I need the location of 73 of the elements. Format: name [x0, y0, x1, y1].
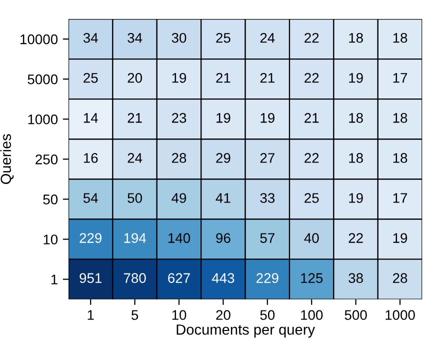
data-label: 21: [128, 113, 142, 123]
data-label: 25: [216, 32, 230, 43]
data-label: 23: [172, 113, 186, 123]
data-label: 18: [393, 113, 408, 123]
data-label: 21: [216, 72, 230, 83]
data-label: 18: [393, 32, 408, 43]
data-label: 38: [348, 273, 363, 283]
data-label: 34: [128, 32, 142, 43]
y-tick-label: 50: [43, 194, 58, 204]
data-label: 21: [304, 113, 319, 123]
data-label: 18: [349, 153, 363, 163]
data-label: 34: [83, 32, 98, 43]
y-tick-label: 250: [36, 154, 58, 164]
data-label: 24: [260, 32, 275, 43]
data-label: 18: [349, 32, 363, 43]
data-label: 125: [301, 273, 323, 283]
data-label: 25: [84, 72, 98, 83]
data-label: 19: [393, 233, 408, 243]
data-label: 18: [349, 113, 363, 123]
data-label: 22: [304, 153, 319, 163]
data-label: 17: [393, 73, 408, 83]
data-label: 19: [216, 113, 230, 123]
data-label: 22: [348, 233, 363, 243]
data-label: 20: [128, 72, 142, 83]
x-tick-label: 1000: [386, 310, 415, 320]
data-label: 17: [393, 193, 408, 203]
data-label: 443: [212, 273, 234, 283]
data-label: 951: [80, 273, 102, 283]
data-label: 229: [256, 273, 278, 283]
data-label: 28: [172, 153, 186, 163]
x-axis-title: Documents per query: [176, 324, 315, 338]
data-label: 54: [83, 193, 98, 203]
data-label: 14: [84, 113, 98, 123]
x-tick-label: 100: [301, 310, 323, 320]
data-label: 627: [168, 273, 190, 283]
data-label: 18: [393, 153, 408, 163]
y-tick-label: 10: [44, 234, 58, 244]
data-label: 21: [260, 72, 274, 83]
y-tick-label: 1000: [28, 114, 58, 124]
x-tick-label: 5: [132, 310, 138, 320]
data-label: 22: [304, 32, 319, 43]
x-tick-label: 500: [344, 310, 367, 320]
y-tick-label: 10000: [20, 34, 58, 44]
data-label: 19: [260, 113, 274, 123]
x-tick-label: 20: [216, 310, 230, 320]
x-tick-label: 50: [260, 310, 275, 320]
data-label: 28: [392, 273, 408, 283]
data-label: 19: [349, 72, 363, 83]
data-label: 780: [124, 273, 146, 283]
data-label: 50: [128, 193, 142, 203]
data-label: 96: [216, 233, 230, 243]
y-tick-label: 1: [51, 274, 58, 284]
y-tick-label: 5000: [28, 74, 58, 84]
data-label: 40: [304, 233, 319, 243]
data-label: 57: [260, 233, 274, 243]
y-axis-title: Queries: [0, 134, 14, 184]
data-label: 29: [216, 153, 230, 163]
x-tick-label: 1: [88, 310, 94, 320]
data-label: 229: [80, 233, 102, 243]
data-label: 140: [168, 233, 190, 243]
data-label: 41: [216, 193, 230, 203]
x-tick-label: 10: [172, 310, 186, 320]
data-label: 49: [172, 193, 186, 203]
data-label: 16: [84, 153, 98, 163]
data-label: 33: [260, 193, 275, 203]
data-label: 24: [128, 153, 142, 163]
data-label: 27: [260, 153, 274, 163]
data-label: 19: [349, 193, 363, 203]
data-label: 194: [124, 233, 146, 243]
data-label: 22: [304, 72, 319, 83]
data-label: 30: [172, 32, 186, 43]
data-label: 19: [172, 72, 186, 83]
data-label: 25: [304, 193, 319, 203]
